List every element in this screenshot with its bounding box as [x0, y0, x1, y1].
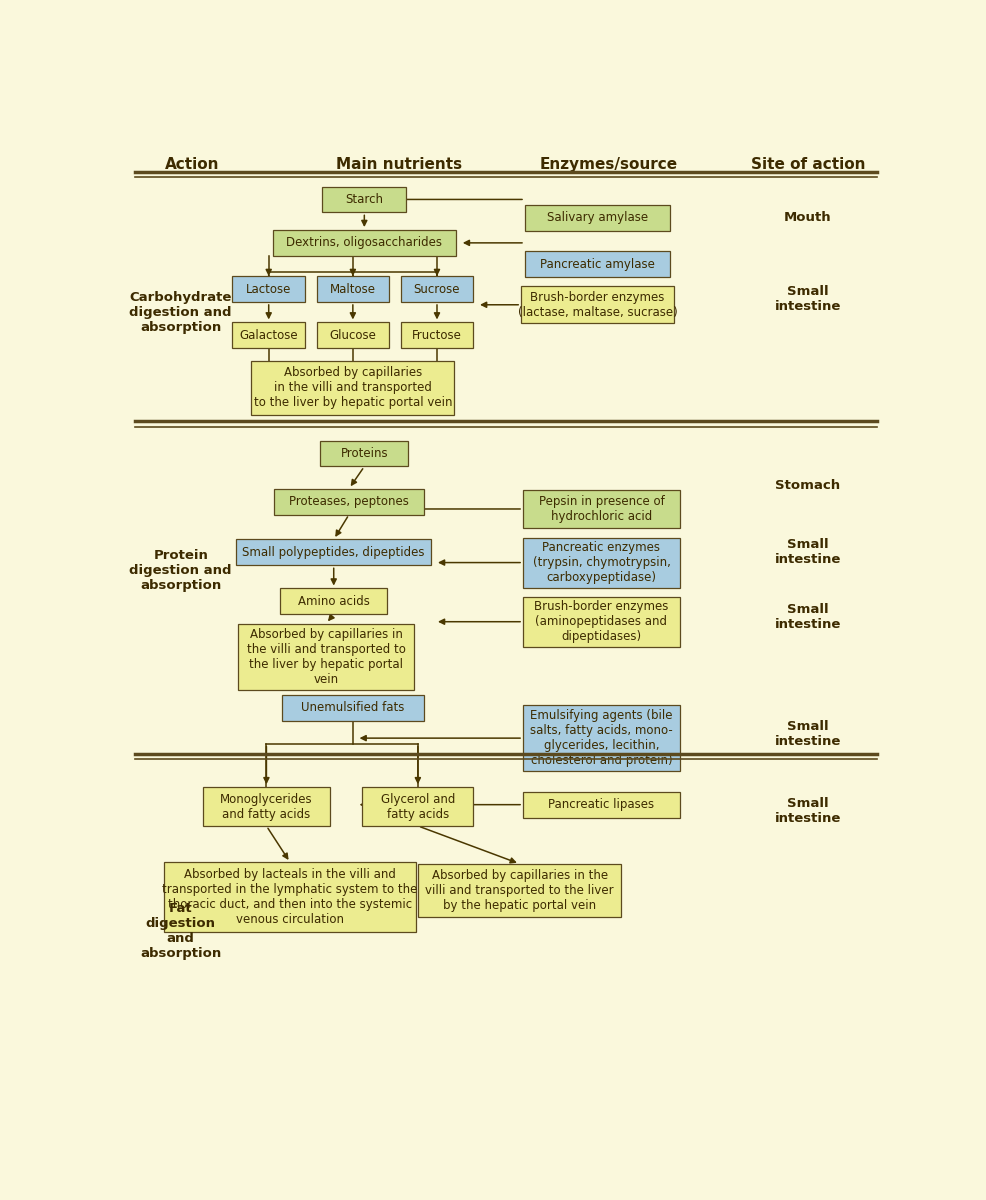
- Text: Pancreatic lipases: Pancreatic lipases: [548, 798, 654, 811]
- Text: Main nutrients: Main nutrients: [335, 157, 461, 172]
- Text: Brush-border enzymes
(lactase, maltase, sucrase): Brush-border enzymes (lactase, maltase, …: [518, 290, 676, 319]
- FancyBboxPatch shape: [272, 230, 456, 256]
- Text: Starch: Starch: [345, 193, 383, 206]
- Text: Glycerol and
fatty acids: Glycerol and fatty acids: [381, 792, 455, 821]
- Text: Maltose: Maltose: [329, 282, 376, 295]
- FancyBboxPatch shape: [418, 864, 620, 917]
- Text: Monoglycerides
and fatty acids: Monoglycerides and fatty acids: [220, 792, 313, 821]
- Text: Mouth: Mouth: [783, 211, 831, 224]
- FancyBboxPatch shape: [523, 792, 679, 817]
- Text: Sucrose: Sucrose: [413, 282, 459, 295]
- FancyBboxPatch shape: [321, 186, 406, 212]
- FancyBboxPatch shape: [251, 361, 454, 415]
- Text: Proteases, peptones: Proteases, peptones: [289, 496, 408, 508]
- Text: Small polypeptides, dipeptides: Small polypeptides, dipeptides: [243, 546, 425, 559]
- FancyBboxPatch shape: [525, 205, 669, 230]
- FancyBboxPatch shape: [232, 276, 305, 302]
- FancyBboxPatch shape: [523, 538, 679, 588]
- FancyBboxPatch shape: [400, 276, 473, 302]
- Text: Lactose: Lactose: [246, 282, 291, 295]
- Text: Pancreatic enzymes
(trypsin, chymotrypsin,
carboxypeptidase): Pancreatic enzymes (trypsin, chymotrypsi…: [532, 541, 669, 584]
- Text: Emulsifying agents (bile
salts, fatty acids, mono-
glycerides, lecithin,
cholest: Emulsifying agents (bile salts, fatty ac…: [529, 709, 672, 767]
- Text: Proteins: Proteins: [340, 448, 387, 460]
- FancyBboxPatch shape: [203, 787, 329, 826]
- FancyBboxPatch shape: [362, 787, 473, 826]
- FancyBboxPatch shape: [400, 323, 473, 348]
- Text: Fructose: Fructose: [411, 329, 461, 342]
- Text: Absorbed by capillaries in
the villi and transported to
the liver by hepatic por: Absorbed by capillaries in the villi and…: [246, 628, 405, 686]
- FancyBboxPatch shape: [523, 704, 679, 772]
- FancyBboxPatch shape: [238, 624, 414, 690]
- Text: Protein
digestion and
absorption: Protein digestion and absorption: [129, 550, 232, 593]
- Text: Small
intestine: Small intestine: [774, 286, 840, 313]
- FancyBboxPatch shape: [282, 695, 423, 720]
- Text: Pancreatic amylase: Pancreatic amylase: [539, 258, 655, 271]
- Text: Stomach: Stomach: [775, 479, 840, 492]
- Text: Unemulsified fats: Unemulsified fats: [301, 701, 404, 714]
- Text: Carbohydrate
digestion and
absorption: Carbohydrate digestion and absorption: [129, 290, 232, 334]
- FancyBboxPatch shape: [236, 540, 431, 565]
- Text: Small
intestine: Small intestine: [774, 720, 840, 748]
- Text: Galactose: Galactose: [240, 329, 298, 342]
- Text: Salivary amylase: Salivary amylase: [546, 211, 648, 224]
- FancyBboxPatch shape: [317, 276, 388, 302]
- FancyBboxPatch shape: [523, 596, 679, 647]
- Text: Action: Action: [165, 157, 219, 172]
- Text: Small
intestine: Small intestine: [774, 604, 840, 631]
- Text: Small
intestine: Small intestine: [774, 797, 840, 826]
- Text: Absorbed by capillaries in the
villi and transported to the liver
by the hepatic: Absorbed by capillaries in the villi and…: [425, 869, 613, 912]
- Text: Glucose: Glucose: [329, 329, 376, 342]
- FancyBboxPatch shape: [317, 323, 388, 348]
- FancyBboxPatch shape: [320, 440, 408, 467]
- FancyBboxPatch shape: [232, 323, 305, 348]
- Text: Brush-border enzymes
(aminopeptidases and
dipeptidases): Brush-border enzymes (aminopeptidases an…: [533, 600, 668, 643]
- Text: Absorbed by lacteals in the villi and
transported in the lymphatic system to the: Absorbed by lacteals in the villi and tr…: [163, 868, 417, 926]
- FancyBboxPatch shape: [274, 488, 423, 515]
- FancyBboxPatch shape: [164, 863, 416, 931]
- Text: Dextrins, oligosaccharides: Dextrins, oligosaccharides: [286, 236, 442, 250]
- FancyBboxPatch shape: [280, 588, 387, 614]
- FancyBboxPatch shape: [521, 287, 673, 323]
- Text: Enzymes/source: Enzymes/source: [539, 157, 677, 172]
- Text: Small
intestine: Small intestine: [774, 539, 840, 566]
- Text: Fat
digestion
and
absorption: Fat digestion and absorption: [140, 902, 221, 960]
- Text: Pepsin in presence of
hydrochloric acid: Pepsin in presence of hydrochloric acid: [538, 494, 664, 523]
- FancyBboxPatch shape: [525, 251, 669, 277]
- FancyBboxPatch shape: [523, 490, 679, 528]
- Text: Site of action: Site of action: [750, 157, 865, 172]
- Text: Amino acids: Amino acids: [298, 595, 370, 608]
- Text: Absorbed by capillaries
in the villi and transported
to the liver by hepatic por: Absorbed by capillaries in the villi and…: [253, 366, 452, 409]
